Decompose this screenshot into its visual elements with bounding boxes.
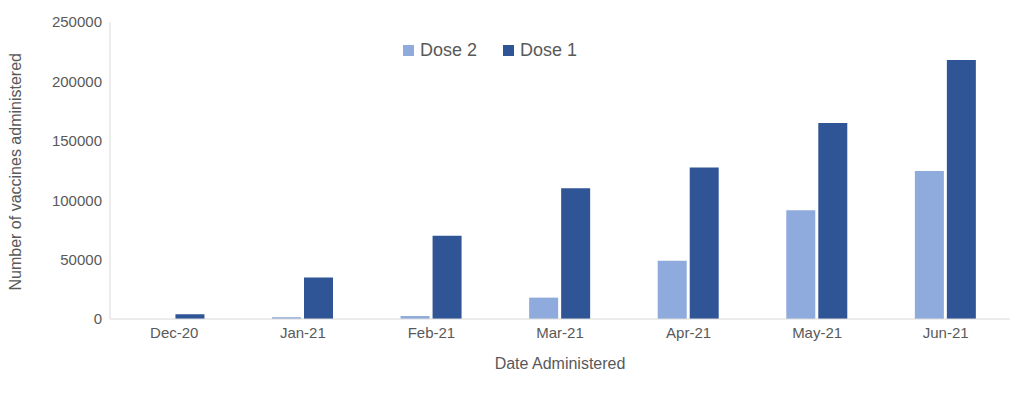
svg-text:100000: 100000 [52, 192, 102, 209]
svg-text:Jun-21: Jun-21 [923, 324, 969, 341]
svg-text:May-21: May-21 [792, 324, 842, 341]
svg-text:50000: 50000 [60, 251, 102, 268]
svg-text:200000: 200000 [52, 73, 102, 90]
svg-text:0: 0 [94, 310, 102, 327]
svg-text:Feb-21: Feb-21 [408, 324, 456, 341]
svg-text:Dec-20: Dec-20 [150, 324, 198, 341]
svg-text:Apr-21: Apr-21 [666, 324, 711, 341]
svg-text:Mar-21: Mar-21 [536, 324, 584, 341]
svg-text:150000: 150000 [52, 132, 102, 149]
html-text:Dose 2: Dose 2 [420, 40, 477, 60]
html-text:Dose 1: Dose 1 [520, 40, 577, 60]
svg-text:Date Administered: Date Administered [495, 355, 626, 372]
svg-text:Jan-21: Jan-21 [280, 324, 326, 341]
svg-text:Number of vaccines administere: Number of vaccines administered [8, 53, 24, 290]
svg-text:250000: 250000 [52, 13, 102, 30]
